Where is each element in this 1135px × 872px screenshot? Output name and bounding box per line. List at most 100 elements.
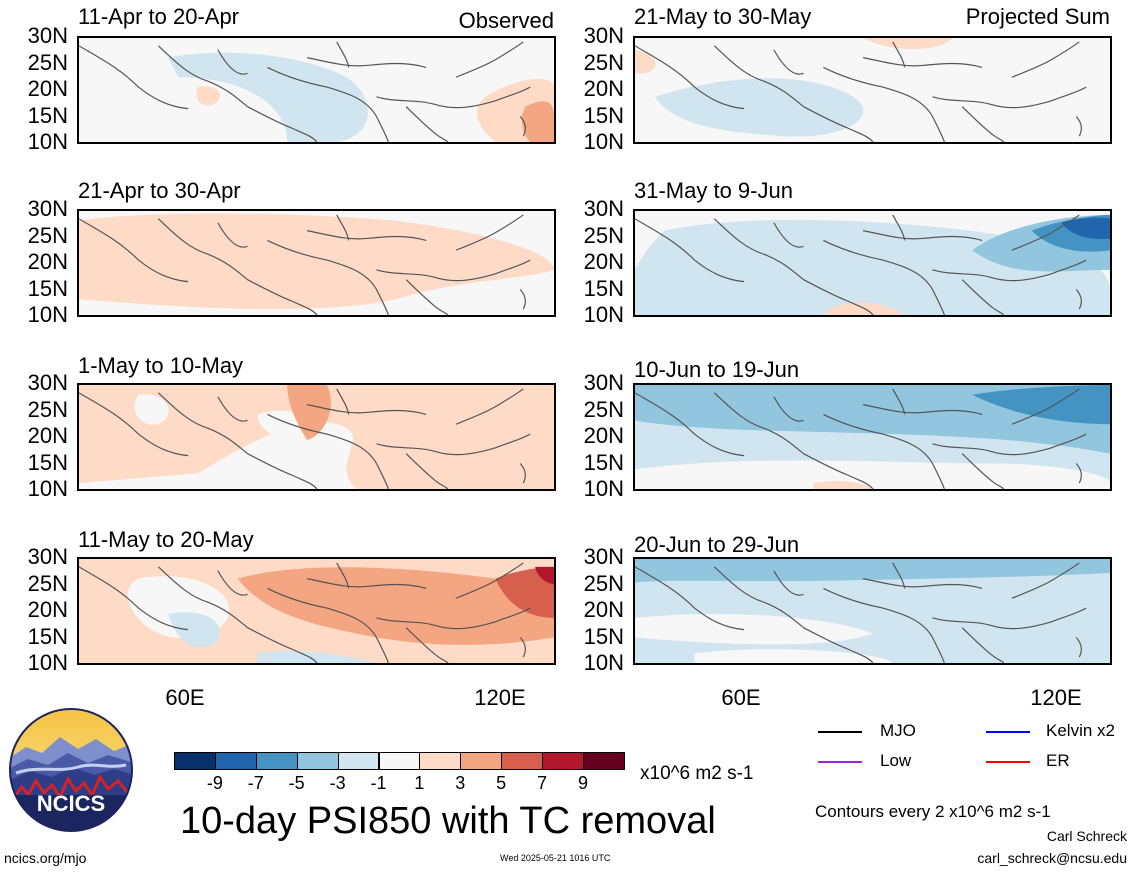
coastline xyxy=(1051,607,1087,623)
colorbar-cell xyxy=(460,752,503,770)
anomaly-region xyxy=(287,385,331,440)
anomaly-region xyxy=(1061,217,1110,239)
coastline xyxy=(455,41,524,78)
anomaly-region xyxy=(521,101,554,142)
colorbar-cell xyxy=(501,752,544,770)
anomaly-region xyxy=(635,613,873,645)
map-panel-2 xyxy=(633,36,1112,144)
coastline xyxy=(635,392,745,457)
legend-mjo-line xyxy=(818,731,862,733)
colorbar-cell xyxy=(583,752,625,770)
colorbar-cell xyxy=(337,752,380,770)
lat-label: 10N xyxy=(27,650,68,675)
legend-kelvin-line xyxy=(986,731,1030,733)
colorbar-cell xyxy=(419,752,462,770)
coastline xyxy=(1075,637,1082,658)
main-title: 10-day PSI850 with TC removal xyxy=(180,800,716,842)
coastline xyxy=(1075,463,1082,484)
lat-label: 15N xyxy=(583,449,624,475)
panel-1-title: 11-Apr to 20-Apr xyxy=(78,4,240,29)
coastline xyxy=(713,392,804,455)
lat-label: 20N xyxy=(27,76,68,101)
coastline xyxy=(519,637,526,658)
lat-label: 20N xyxy=(583,597,624,622)
coastline xyxy=(823,239,945,315)
colorbar-label: -1 xyxy=(370,773,387,793)
coastline xyxy=(306,230,427,241)
coastline xyxy=(376,96,496,109)
coastline xyxy=(773,396,804,422)
coastline xyxy=(376,617,496,630)
coastline xyxy=(405,279,449,315)
map-panel-7 xyxy=(77,557,556,665)
panel-8-title: 20-Jun to 29-Jun xyxy=(634,532,800,557)
coastline xyxy=(803,627,874,663)
legend-er-label: ER xyxy=(1046,751,1070,770)
colorbar-cell xyxy=(255,752,298,770)
lat-label: 25N xyxy=(27,49,68,75)
coastline xyxy=(1011,41,1080,78)
lon-label-120e-left: 120E xyxy=(474,685,526,710)
map-panel-5 xyxy=(77,383,556,491)
lat-label: 20N xyxy=(27,423,68,448)
lat-label: 10N xyxy=(583,476,624,501)
anomaly-region xyxy=(257,650,377,663)
colorbar-label: -7 xyxy=(247,773,264,793)
map-panel-6 xyxy=(633,383,1112,491)
map-panel-1 xyxy=(77,36,556,144)
lat-label: 15N xyxy=(583,275,624,301)
anomaly-region xyxy=(863,38,953,50)
coastline xyxy=(455,388,524,425)
coastline xyxy=(157,45,248,108)
coastline xyxy=(961,106,1005,142)
panel-5-title: 1-May to 10-May xyxy=(78,353,244,378)
coastline xyxy=(79,392,189,457)
anomaly-region xyxy=(823,302,903,315)
panel-2-tag: Projected Sum xyxy=(965,4,1110,29)
lat-label: 10N xyxy=(27,476,68,501)
coastline xyxy=(519,289,526,310)
coastline xyxy=(519,463,526,484)
lon-label-120e-right: 120E xyxy=(1030,685,1082,710)
coastline xyxy=(803,453,874,489)
coastline xyxy=(1011,214,1080,251)
anomaly-region xyxy=(495,566,554,618)
coastline xyxy=(713,45,804,108)
colorbar-label: 9 xyxy=(577,773,588,793)
lat-label: 20N xyxy=(583,423,624,448)
map-panel-4 xyxy=(633,209,1112,317)
coastline xyxy=(495,259,531,275)
lat-label: 30N xyxy=(583,196,624,221)
coastline xyxy=(519,116,526,137)
site-link[interactable]: ncics.org/mjo xyxy=(4,850,87,866)
email: carl_schreck@ncsu.edu xyxy=(977,850,1127,866)
lat-label: 15N xyxy=(583,623,624,649)
colorbar-label: 3 xyxy=(455,773,466,793)
lat-label: 25N xyxy=(583,570,624,596)
anomaly-region xyxy=(134,394,169,425)
coastline xyxy=(157,392,248,455)
coastline xyxy=(267,587,389,663)
lat-label: 15N xyxy=(27,102,68,128)
coastline xyxy=(961,453,1005,489)
coastline xyxy=(862,230,983,241)
colorbar-units: x10^6 m2 s-1 xyxy=(640,763,754,784)
lat-label: 25N xyxy=(27,396,68,422)
coastline xyxy=(713,218,804,281)
lon-label-60e-right: 60E xyxy=(721,685,761,710)
lat-label: 30N xyxy=(27,196,68,221)
coastline xyxy=(635,45,745,110)
coastline xyxy=(247,106,318,142)
coastline xyxy=(306,578,427,589)
panel-4-title: 31-May to 9-Jun xyxy=(634,178,793,203)
coastline xyxy=(1075,116,1082,137)
panel-2-title: 21-May to 30-May xyxy=(634,4,812,29)
coastline xyxy=(247,453,318,489)
anomaly-region xyxy=(79,213,554,309)
anomaly-region xyxy=(635,559,1110,583)
ncics-logo: NCICS xyxy=(8,707,134,833)
lat-label: 30N xyxy=(27,370,68,395)
coastline xyxy=(862,404,983,415)
logo-text: NCICS xyxy=(37,791,105,816)
anomaly-region xyxy=(79,385,554,489)
